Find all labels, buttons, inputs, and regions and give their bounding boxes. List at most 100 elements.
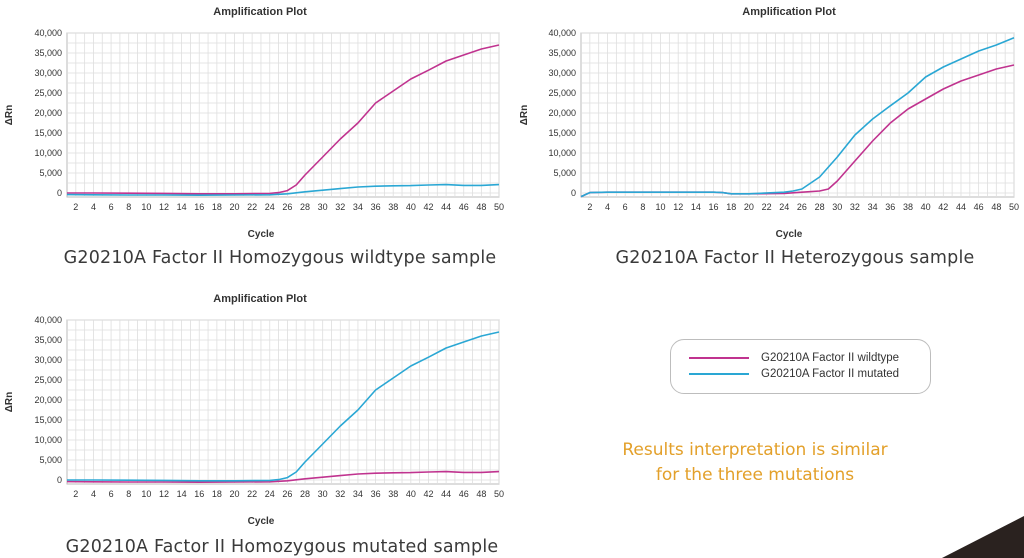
y-tick-label: 5,000 — [39, 455, 62, 465]
x-tick-label: 2 — [73, 489, 78, 499]
x-axis-label: Cycle — [776, 229, 803, 240]
chart-panel-heterozygous: Amplification Plot 0 5,000 10,000 15,000 20,0… — [515, 0, 1024, 275]
x-tick-label: 38 — [903, 202, 913, 212]
y-axis-label: ΔRn — [4, 392, 15, 413]
x-tick-label: 44 — [441, 202, 451, 212]
chart-panel-wildtype: Amplification Plot 0 5,000 10,000 15,000 20,0… — [0, 0, 515, 275]
x-tick-label: 34 — [868, 202, 878, 212]
chart-title: Amplification Plot — [213, 6, 307, 18]
x-tick-label: 2 — [73, 202, 78, 212]
x-tick-label: 50 — [494, 489, 504, 499]
x-tick-label: 22 — [762, 202, 772, 212]
x-tick-label: 32 — [850, 202, 860, 212]
y-axis-label: ΔRn — [519, 105, 530, 126]
amplification-plot-wildtype: Amplification Plot 0 5,000 10,000 15,000 20,0… — [4, 6, 504, 240]
x-tick-label: 26 — [282, 489, 292, 499]
x-tick-label: 16 — [709, 202, 719, 212]
x-tick-label: 14 — [691, 202, 701, 212]
x-tick-label: 28 — [815, 202, 825, 212]
y-tick-label: 25,000 — [548, 88, 576, 98]
y-tick-label: 25,000 — [34, 375, 62, 385]
x-tick-label: 22 — [247, 489, 257, 499]
x-tick-label: 46 — [974, 202, 984, 212]
legend-swatch-wildtype — [689, 357, 749, 359]
x-tick-label: 50 — [1009, 202, 1019, 212]
y-tick-label: 0 — [57, 188, 62, 198]
x-tick-label: 30 — [318, 489, 328, 499]
y-tick-label: 35,000 — [548, 48, 576, 58]
x-tick-label: 6 — [109, 489, 114, 499]
chart-title: Amplification Plot — [742, 6, 836, 18]
y-tick-label: 15,000 — [34, 128, 62, 138]
y-tick-label: 30,000 — [548, 68, 576, 78]
x-tick-label: 32 — [335, 202, 345, 212]
x-tick-label: 30 — [318, 202, 328, 212]
x-axis-label: Cycle — [248, 229, 275, 240]
chart-caption: G20210A Factor II Homozygous wildtype sa… — [63, 248, 497, 268]
y-tick-label: 0 — [571, 188, 576, 198]
series-line-mutated — [66, 183, 500, 196]
x-tick-label: 42 — [423, 202, 433, 212]
x-tick-label: 20 — [744, 202, 754, 212]
x-tick-label: 34 — [353, 489, 363, 499]
x-tick-label: 36 — [371, 202, 381, 212]
y-tick-label: 40,000 — [548, 28, 576, 38]
y-tick-label: 10,000 — [34, 435, 62, 445]
x-tick-label: 40 — [406, 202, 416, 212]
x-tick-label: 16 — [194, 202, 204, 212]
y-tick-label: 5,000 — [553, 168, 576, 178]
x-tick-label: 48 — [991, 202, 1001, 212]
corner-decoration — [942, 516, 1024, 558]
x-tick-label: 4 — [605, 202, 610, 212]
x-tick-label: 10 — [141, 489, 151, 499]
y-tick-label: 10,000 — [34, 148, 62, 158]
y-tick-label: 20,000 — [34, 108, 62, 118]
x-tick-label: 18 — [212, 489, 222, 499]
chart-caption: G20210A Factor II Homozygous mutated sam… — [65, 537, 499, 557]
x-tick-label: 4 — [91, 489, 96, 499]
x-tick-label: 24 — [265, 202, 275, 212]
chart-panel-mutated: Amplification Plot 0 5,000 10,000 15,000 20,0… — [0, 287, 515, 558]
x-tick-label: 44 — [956, 202, 966, 212]
x-tick-label: 34 — [353, 202, 363, 212]
chart-title: Amplification Plot — [213, 293, 307, 305]
series-line-wildtype — [66, 470, 500, 483]
x-tick-label: 8 — [126, 489, 131, 499]
x-tick-label: 6 — [623, 202, 628, 212]
x-tick-label: 38 — [388, 489, 398, 499]
y-tick-label: 30,000 — [34, 355, 62, 365]
y-tick-label: 5,000 — [39, 168, 62, 178]
x-tick-label: 24 — [779, 202, 789, 212]
x-tick-label: 14 — [177, 202, 187, 212]
legend-item-wildtype: G20210A Factor II wildtype — [689, 351, 899, 365]
x-tick-label: 12 — [673, 202, 683, 212]
y-tick-label: 35,000 — [34, 335, 62, 345]
series-line-mutated — [67, 331, 500, 482]
x-tick-label: 48 — [476, 489, 486, 499]
x-tick-label: 44 — [441, 489, 451, 499]
y-tick-label: 15,000 — [34, 415, 62, 425]
x-tick-label: 12 — [159, 489, 169, 499]
series-line-mutated — [580, 37, 1015, 198]
series-line-wildtype — [67, 44, 500, 195]
x-tick-label: 8 — [126, 202, 131, 212]
x-tick-label: 18 — [726, 202, 736, 212]
y-tick-label: 35,000 — [34, 48, 62, 58]
x-tick-label: 48 — [476, 202, 486, 212]
plot-area — [580, 32, 1015, 198]
x-tick-label: 36 — [885, 202, 895, 212]
y-tick-label: 25,000 — [34, 88, 62, 98]
chart-caption: G20210A Factor II Heterozygous sample — [615, 248, 975, 268]
plot-area — [66, 32, 500, 198]
x-tick-label: 24 — [265, 489, 275, 499]
x-tick-label: 20 — [230, 489, 240, 499]
x-tick-label: 46 — [459, 489, 469, 499]
y-tick-label: 40,000 — [34, 315, 62, 325]
legend: G20210A Factor II wildtype G20210A Facto… — [670, 339, 931, 394]
x-tick-label: 40 — [406, 489, 416, 499]
x-tick-label: 38 — [388, 202, 398, 212]
y-tick-label: 30,000 — [34, 68, 62, 78]
interpretation-line: for the three mutations — [655, 465, 855, 485]
y-tick-label: 20,000 — [548, 108, 576, 118]
x-tick-label: 12 — [159, 202, 169, 212]
